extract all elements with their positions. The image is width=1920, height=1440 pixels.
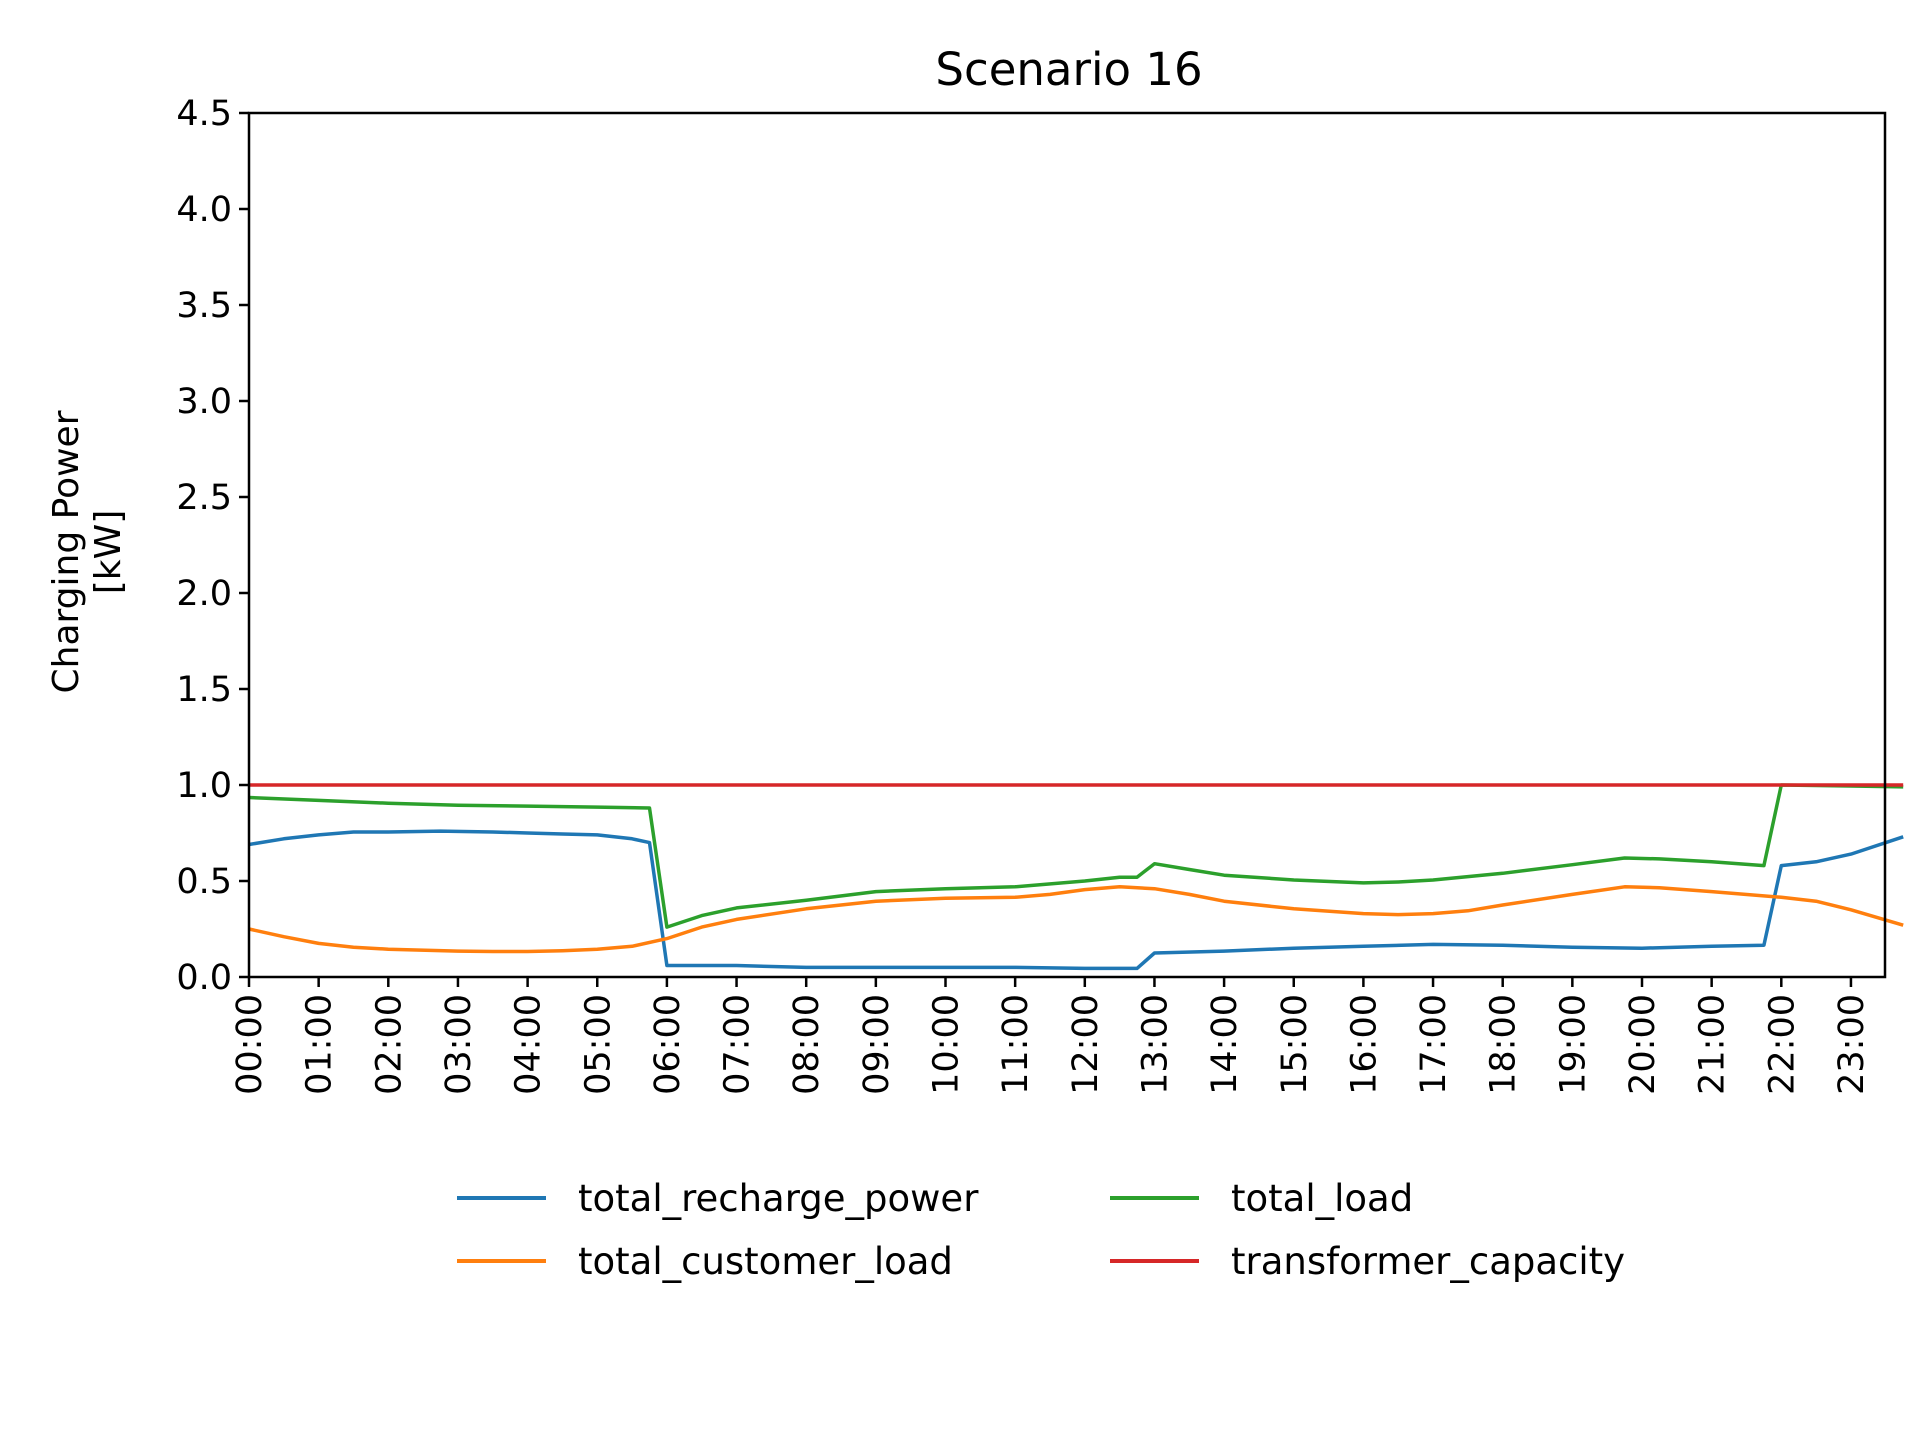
y-tick-label: 2.0 xyxy=(176,574,232,614)
x-tick-label: 11:00 xyxy=(996,994,1036,1095)
legend-entry: total_load xyxy=(1110,1177,1413,1220)
y-tick-label: 1.0 xyxy=(176,766,232,806)
legend-label: total_recharge_power xyxy=(578,1177,979,1220)
x-tick-label: 10:00 xyxy=(927,994,967,1095)
legend-entry: transformer_capacity xyxy=(1110,1240,1625,1283)
legend: total_recharge_power total_customer_load t… xyxy=(457,1177,1625,1283)
x-tick-label: 00:00 xyxy=(230,994,270,1095)
x-tick-label: 15:00 xyxy=(1275,994,1315,1095)
x-tick-label: 06:00 xyxy=(648,994,688,1095)
legend-label: transformer_capacity xyxy=(1231,1240,1625,1283)
x-tick-label: 18:00 xyxy=(1484,994,1524,1095)
y-tick-label: 0.5 xyxy=(176,862,232,902)
y-axis-label-line-1: Charging Power xyxy=(46,410,87,693)
y-tick-label: 3.0 xyxy=(176,382,232,422)
chart-title: Scenario 16 xyxy=(935,43,1202,96)
y-axis: 0.0 0.5 1.0 1.5 2.0 2.5 3.0 3.5 4.0 4.5 xyxy=(176,94,249,998)
legend-entry: total_recharge_power xyxy=(457,1177,979,1220)
x-tick-label: 07:00 xyxy=(718,994,758,1095)
y-tick-label: 4.5 xyxy=(176,94,232,134)
x-tick-label: 12:00 xyxy=(1066,994,1106,1095)
x-tick-label: 08:00 xyxy=(787,994,827,1095)
x-tick-label: 01:00 xyxy=(300,994,340,1095)
y-axis-label-line-2: [kW] xyxy=(88,510,129,595)
legend-label: total_customer_load xyxy=(578,1240,953,1283)
x-tick-label: 09:00 xyxy=(857,994,897,1095)
x-tick-label: 03:00 xyxy=(439,994,479,1095)
y-tick-label: 2.5 xyxy=(176,478,232,518)
x-tick-label: 13:00 xyxy=(1135,994,1175,1095)
x-tick-label: 16:00 xyxy=(1344,994,1384,1095)
x-tick-label: 22:00 xyxy=(1762,994,1802,1095)
y-tick-label: 3.5 xyxy=(176,286,232,326)
y-tick-label: 0.0 xyxy=(176,958,232,998)
x-tick-label: 20:00 xyxy=(1623,994,1663,1095)
x-tick-label: 19:00 xyxy=(1553,994,1593,1095)
plot-frame xyxy=(247,111,1887,979)
series-line-total-load xyxy=(248,783,1904,929)
legend-entry: total_customer_load xyxy=(457,1240,953,1283)
series-line-total-customer-load xyxy=(248,885,1904,954)
x-tick-label: 05:00 xyxy=(578,994,618,1095)
x-tick-label: 21:00 xyxy=(1693,994,1733,1095)
x-tick-label: 04:00 xyxy=(509,994,549,1095)
x-tick-label: 23:00 xyxy=(1832,994,1872,1095)
x-tick-label: 17:00 xyxy=(1414,994,1454,1095)
legend-label: total_load xyxy=(1231,1177,1413,1220)
series-line-total-recharge-power xyxy=(248,829,1904,971)
y-tick-label: 1.5 xyxy=(176,670,232,710)
y-tick-label: 4.0 xyxy=(176,190,232,230)
x-tick-label: 14:00 xyxy=(1205,994,1245,1095)
x-axis: 00:00 01:00 02:00 03:00 04:00 05:00 06:00 07:00… xyxy=(230,977,1872,1095)
plot-lines xyxy=(248,783,1904,971)
x-tick-label: 02:00 xyxy=(369,994,409,1095)
